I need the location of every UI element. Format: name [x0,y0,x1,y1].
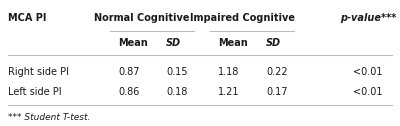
Text: 0.15: 0.15 [166,67,188,77]
Text: <0.01: <0.01 [353,87,383,97]
Text: Left side PI: Left side PI [8,87,62,97]
Text: 1.18: 1.18 [218,67,239,77]
Text: SD: SD [166,38,181,48]
Text: p-value***: p-value*** [340,13,396,23]
Text: SD: SD [266,38,281,48]
Text: 0.18: 0.18 [166,87,187,97]
Text: <0.01: <0.01 [353,67,383,77]
Text: 0.86: 0.86 [118,87,139,97]
Text: 0.17: 0.17 [266,87,288,97]
Text: Mean: Mean [218,38,248,48]
Text: *** Student T-test.: *** Student T-test. [8,113,90,122]
Text: Impaired Cognitive: Impaired Cognitive [190,13,294,23]
Text: 1.21: 1.21 [218,87,240,97]
Text: 0.22: 0.22 [266,67,288,77]
Text: Mean: Mean [118,38,148,48]
Text: Right side PI: Right side PI [8,67,69,77]
Text: Normal Cognitive: Normal Cognitive [94,13,190,23]
Text: MCA PI: MCA PI [8,13,46,23]
Text: 0.87: 0.87 [118,67,140,77]
